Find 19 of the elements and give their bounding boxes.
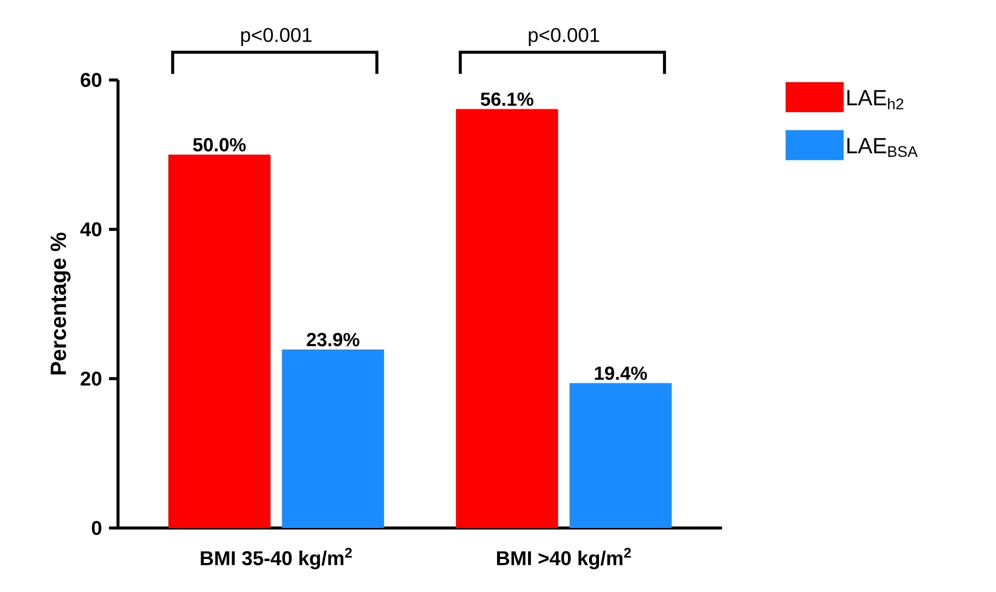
bar	[282, 350, 384, 528]
bar	[570, 383, 672, 528]
text: p<0.001	[241, 28, 312, 46]
data-label: 23.9%	[306, 332, 360, 346]
x-tick-label: BMI >40 kg/m$^{2}$	[497, 548, 631, 570]
data-label: 50.0%	[193, 138, 246, 152]
data-label: 19.4%	[594, 366, 647, 380]
y-tick-label: 20	[80, 372, 102, 386]
y-tick-label: 60	[80, 72, 102, 88]
text: p<0.001	[528, 28, 600, 46]
y-tick-label: 0	[92, 520, 102, 536]
x-tick-label: BMI 35-40 kg/m$^{2}$	[200, 548, 352, 570]
y-tick-label: 40	[80, 222, 102, 236]
legend-label: LAE$_{h2}$	[847, 90, 904, 110]
bar	[456, 109, 558, 528]
data-label: 56.1%	[480, 92, 534, 106]
legend-label: LAE$_{BSA}$	[847, 138, 918, 157]
y-axis-title: Percentage %	[50, 232, 71, 374]
bar	[168, 154, 270, 528]
